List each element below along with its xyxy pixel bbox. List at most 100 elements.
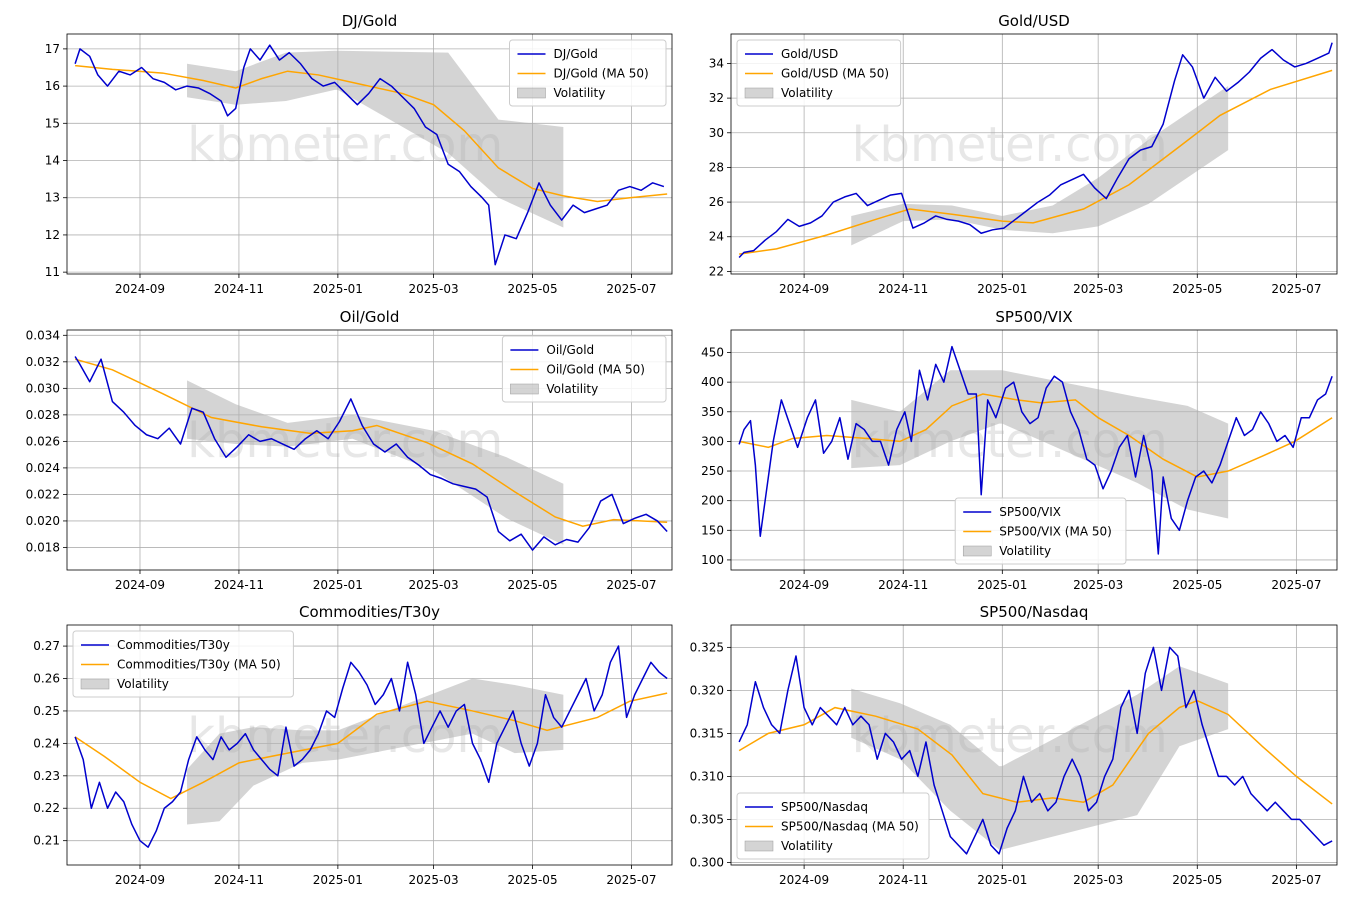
legend-label: Gold/USD (MA 50) bbox=[781, 67, 889, 81]
chart-panel-5: kbmeter.com2024-092024-112025-012025-032… bbox=[33, 603, 673, 887]
y-tick-label: 12 bbox=[45, 228, 60, 242]
x-tick-label: 2025-07 bbox=[1271, 282, 1321, 296]
chart-panel-3: kbmeter.com2024-092024-112025-012025-032… bbox=[26, 308, 673, 592]
legend: Commodities/T30y Commodities/T30y (MA 50)… bbox=[72, 630, 294, 698]
x-tick-label: 2024-11 bbox=[214, 282, 264, 296]
x-tick-label: 2025-03 bbox=[408, 873, 458, 887]
legend-box bbox=[501, 335, 667, 403]
x-tick-label: 2025-01 bbox=[313, 282, 363, 296]
y-tick-label: 0.26 bbox=[33, 672, 60, 686]
y-tick-label: 22 bbox=[709, 264, 724, 278]
y-tick-label: 0.23 bbox=[33, 769, 60, 783]
legend-label: Gold/USD bbox=[781, 47, 838, 61]
legend-volatility-swatch bbox=[517, 87, 546, 99]
x-tick-label: 2025-05 bbox=[507, 578, 557, 592]
y-tick-label: 0.024 bbox=[26, 461, 60, 475]
y-tick-label: 13 bbox=[45, 191, 60, 205]
plot-frame bbox=[66, 624, 673, 866]
y-tick-label: 24 bbox=[709, 230, 724, 244]
y-tick-label: 15 bbox=[45, 116, 60, 130]
y-tick-label: 0.300 bbox=[690, 855, 724, 869]
x-tick-label: 2024-09 bbox=[779, 282, 829, 296]
y-tick-label: 28 bbox=[709, 160, 724, 174]
legend: SP500/VIX SP500/VIX (MA 50) Volatility bbox=[954, 497, 1127, 565]
y-tick-label: 34 bbox=[709, 56, 724, 70]
legend-label: Volatility bbox=[117, 677, 169, 691]
legend-label: Volatility bbox=[546, 382, 598, 396]
x-tick-label: 2024-11 bbox=[878, 282, 928, 296]
y-tick-label: 0.24 bbox=[33, 736, 60, 750]
y-tick-label: 0.028 bbox=[26, 408, 60, 422]
legend-label: Volatility bbox=[781, 839, 833, 853]
x-tick-label: 2025-01 bbox=[977, 578, 1027, 592]
plot-frame bbox=[730, 329, 1338, 571]
legend-label: Commodities/T30y (MA 50) bbox=[117, 658, 281, 672]
y-tick-label: 350 bbox=[701, 405, 724, 419]
x-tick-label: 2025-03 bbox=[408, 578, 458, 592]
legend-label: Volatility bbox=[781, 86, 833, 100]
x-tick-label: 2024-09 bbox=[115, 873, 165, 887]
x-tick-label: 2025-01 bbox=[313, 873, 363, 887]
y-tick-label: 0.320 bbox=[690, 683, 724, 697]
y-tick-label: 32 bbox=[709, 91, 724, 105]
y-tick-label: 0.020 bbox=[26, 514, 60, 528]
plot-frame bbox=[66, 33, 673, 275]
y-tick-label: 400 bbox=[701, 375, 724, 389]
x-tick-label: 2025-03 bbox=[1073, 578, 1123, 592]
legend-label: DJ/Gold (MA 50) bbox=[554, 67, 649, 81]
legend-label: DJ/Gold bbox=[554, 47, 598, 61]
chart-title: Oil/Gold bbox=[340, 308, 400, 326]
x-tick-label: 2025-01 bbox=[977, 282, 1027, 296]
legend-volatility-swatch bbox=[744, 87, 774, 99]
x-tick-label: 2025-05 bbox=[1172, 873, 1222, 887]
chart-panel-2: kbmeter.com 2024-09 2024-11 2025-01 2025-03 2… bbox=[709, 12, 1338, 296]
x-tick-label: 2024-11 bbox=[214, 578, 264, 592]
y-tick-label: 0.315 bbox=[690, 726, 724, 740]
y-tick-label: 0.026 bbox=[26, 434, 60, 448]
ma-50-line bbox=[738, 699, 1333, 805]
legend-label: Volatility bbox=[554, 86, 606, 100]
y-tick-label: 100 bbox=[701, 553, 724, 567]
y-tick-label: 300 bbox=[701, 434, 724, 448]
y-tick-label: 0.25 bbox=[33, 704, 60, 718]
legend-volatility-swatch bbox=[744, 840, 774, 852]
x-tick-label: 2025-05 bbox=[1172, 578, 1222, 592]
y-tick-label: 0.310 bbox=[690, 769, 724, 783]
y-tick-label: 250 bbox=[701, 464, 724, 478]
y-tick-label: 30 bbox=[709, 126, 724, 140]
legend: DJ/Gold DJ/Gold (MA 50) Volatility bbox=[509, 39, 667, 107]
y-tick-label: 0.305 bbox=[690, 812, 724, 826]
x-tick-label: 2025-07 bbox=[1271, 873, 1321, 887]
x-tick-label: 2024-09 bbox=[779, 578, 829, 592]
legend-volatility-swatch bbox=[962, 545, 992, 557]
legend-box bbox=[736, 792, 930, 860]
x-tick-label: 2024-09 bbox=[115, 282, 165, 296]
x-tick-label: 2024-11 bbox=[214, 873, 264, 887]
chart-title: DJ/Gold bbox=[342, 12, 398, 30]
volatility-band bbox=[187, 50, 564, 228]
y-tick-label: 17 bbox=[45, 42, 60, 56]
legend: SP500/Nasdaq SP500/Nasdaq (MA 50) Volatili… bbox=[736, 792, 930, 860]
price-line bbox=[738, 646, 1333, 855]
y-tick-label: 0.022 bbox=[26, 487, 60, 501]
y-tick-label: 0.27 bbox=[33, 639, 60, 653]
y-tick-label: 26 bbox=[709, 195, 724, 209]
legend-label: SP500/Nasdaq bbox=[781, 800, 868, 814]
legend-box bbox=[954, 497, 1127, 565]
legend-label: Volatility bbox=[999, 544, 1051, 558]
price-line bbox=[74, 356, 668, 551]
x-tick-label: 2025-05 bbox=[1172, 282, 1222, 296]
x-tick-label: 2025-03 bbox=[1073, 282, 1123, 296]
chart-title: Gold/USD bbox=[998, 12, 1070, 30]
plot-frame bbox=[730, 33, 1338, 275]
volatility-band bbox=[187, 380, 564, 545]
plot-frame bbox=[730, 624, 1338, 866]
y-tick-label: 0.030 bbox=[26, 381, 60, 395]
x-tick-label: 2025-01 bbox=[313, 578, 363, 592]
volatility-band bbox=[851, 370, 1229, 519]
ma-50-line bbox=[75, 64, 668, 203]
y-tick-label: 0.018 bbox=[26, 540, 60, 554]
y-tick-label: 0.032 bbox=[26, 355, 60, 369]
